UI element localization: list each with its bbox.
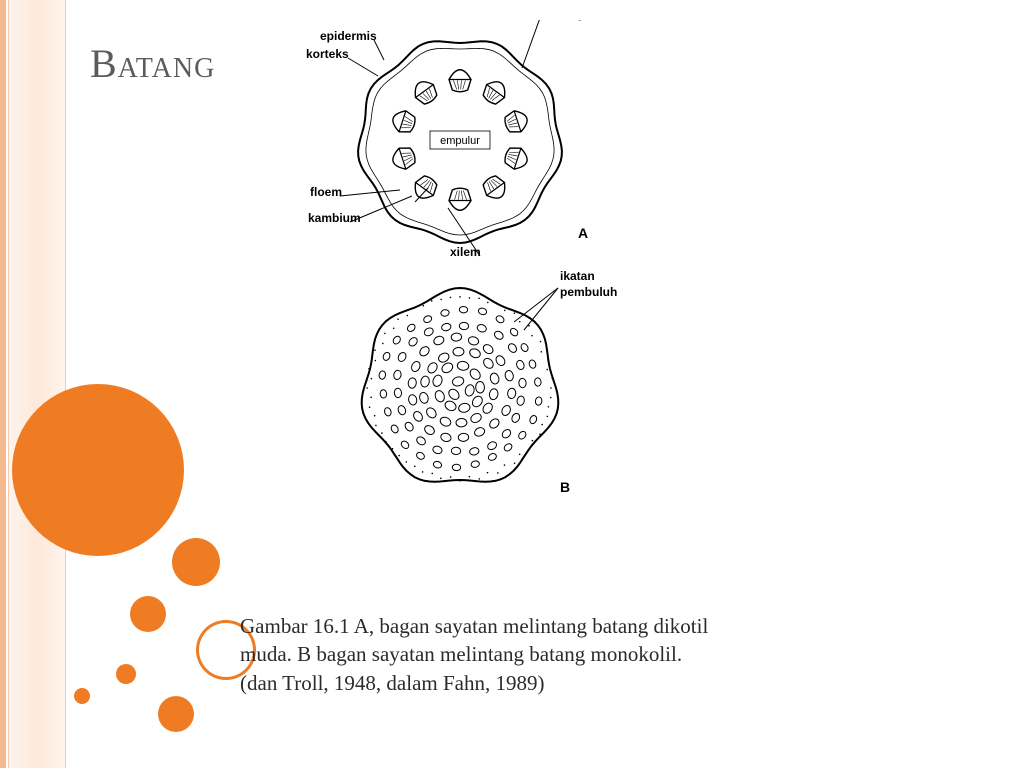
decorative-circle bbox=[130, 596, 166, 632]
slide: Batang empulur Aikatan pembuluh epidermis k… bbox=[0, 0, 1024, 768]
decorative-circle bbox=[116, 664, 136, 684]
svg-text:xilem: xilem bbox=[450, 245, 481, 259]
svg-text:korteks: korteks bbox=[306, 47, 349, 61]
svg-text:B: B bbox=[560, 479, 570, 495]
decorative-circle bbox=[172, 538, 220, 586]
slide-title: Batang bbox=[90, 40, 215, 87]
left-gradient-strip bbox=[8, 0, 66, 768]
decorative-circle bbox=[74, 688, 90, 704]
caption-line-1: Gambar 16.1 A, bagan sayatan melintang b… bbox=[240, 612, 860, 640]
decorative-circle bbox=[158, 696, 194, 732]
svg-text:epidermis: epidermis bbox=[320, 29, 377, 43]
svg-text:ikatan pembuluh: ikatan pembuluh bbox=[540, 20, 635, 21]
left-edge-bar bbox=[0, 0, 6, 768]
svg-text:ikatan: ikatan bbox=[560, 269, 595, 283]
svg-text:kambium: kambium bbox=[308, 211, 361, 225]
caption-line-2: muda. B bagan sayatan melintang batang m… bbox=[240, 640, 860, 668]
decorative-circle bbox=[12, 384, 184, 556]
svg-text:A: A bbox=[578, 225, 588, 241]
svg-text:floem: floem bbox=[310, 185, 342, 199]
svg-text:pembuluh: pembuluh bbox=[560, 285, 617, 299]
caption-line-3: (dan Troll, 1948, dalam Fahn, 1989) bbox=[240, 669, 860, 697]
stem-diagram: empulur Aikatan pembuluh epidermis korteks f… bbox=[260, 20, 760, 510]
svg-text:empulur: empulur bbox=[440, 135, 480, 147]
figure-caption: Gambar 16.1 A, bagan sayatan melintang b… bbox=[240, 612, 860, 697]
